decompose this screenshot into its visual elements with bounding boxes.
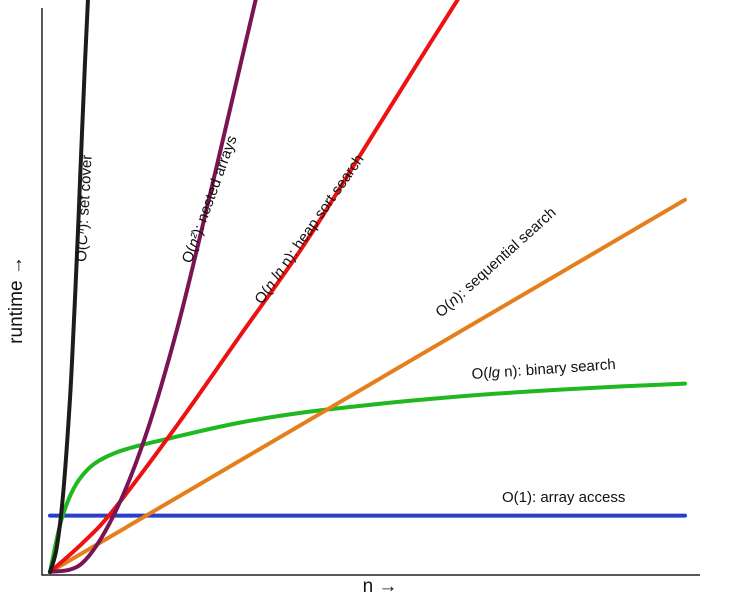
- label-nlogn-tail: n): heap sort search: [275, 151, 368, 273]
- label-exponential-tail: ): set cover: [75, 154, 96, 229]
- label-linear-tail: ): sequential search: [451, 204, 560, 304]
- label-exponential-main: O(: [73, 245, 91, 263]
- label-log: O(lg n): binary search: [471, 356, 616, 383]
- series-linear-line: [48, 197, 687, 574]
- axes: [41, 8, 700, 576]
- label-nlogn-main: O(: [251, 284, 274, 307]
- label-exponential: O(Cⁿ): set cover: [73, 154, 96, 262]
- label-log-tail: n): binary search: [499, 356, 616, 381]
- label-constant-text: O(1): array access: [502, 489, 625, 506]
- label-nlogn: O(n ln n): heap sort search: [251, 151, 367, 307]
- label-quadratic-tail: ): nested arrays: [189, 133, 241, 237]
- label-linear: O(n): sequential search: [432, 204, 559, 321]
- series-nlogn-line: [48, 0, 460, 574]
- series-exponential-line: [48, 0, 90, 574]
- series-quadratic-line: [48, 0, 258, 574]
- x-axis-label: n →: [363, 576, 398, 597]
- label-quadratic: O(n²): nested arrays: [179, 133, 241, 265]
- label-constant: O(1): array access: [502, 489, 625, 506]
- label-log-main: O(: [471, 365, 489, 383]
- series-log-line: [48, 381, 687, 574]
- label-quadratic-main: O(: [179, 244, 201, 265]
- y-axis-label: runtime →: [6, 256, 27, 344]
- curves-group: [48, 0, 687, 574]
- label-log-ital: lg: [488, 364, 501, 382]
- label-exponential-ital: Cⁿ: [74, 228, 92, 246]
